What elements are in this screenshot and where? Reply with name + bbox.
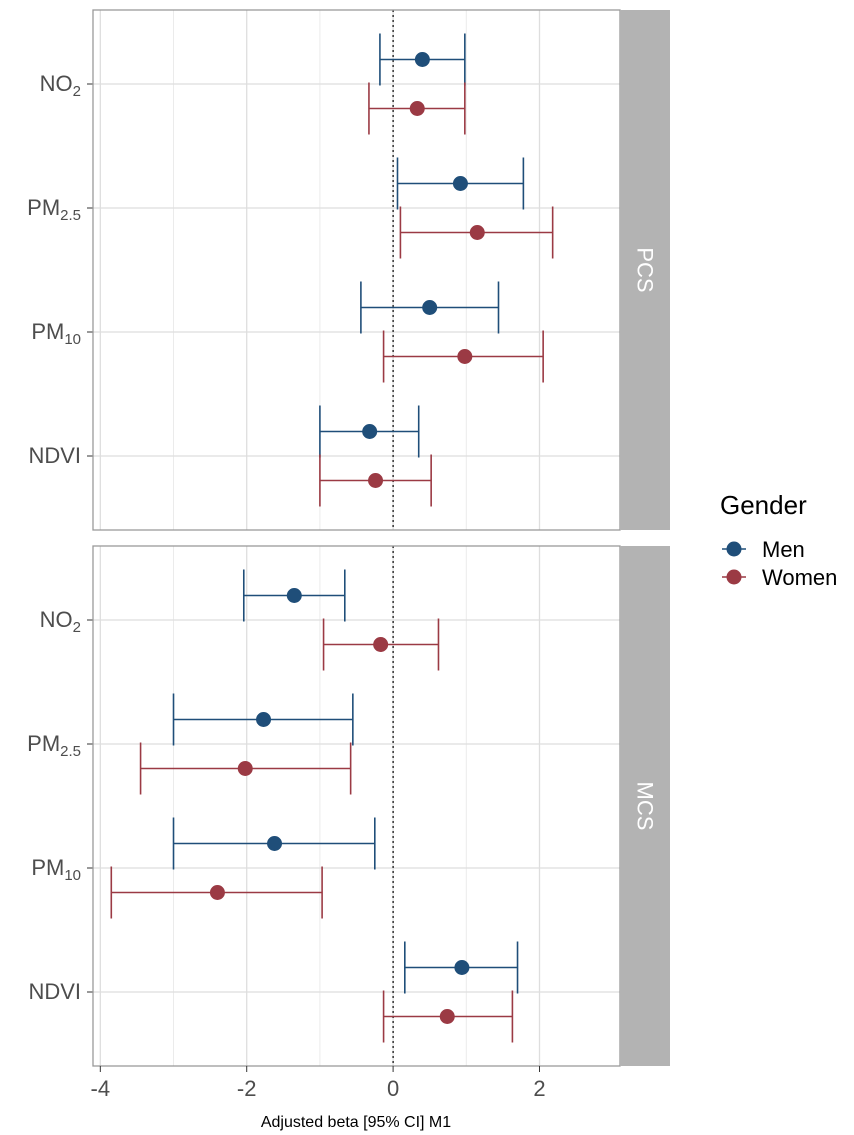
panel-background [93, 10, 620, 530]
panel-mcs: NO2 PM2.5 PM10 NDVI MCS [27, 545, 670, 1067]
point-estimate [362, 424, 378, 439]
point-estimate [414, 52, 430, 67]
point-estimate [439, 1009, 455, 1024]
point-estimate [457, 349, 473, 364]
estimate-men [379, 33, 466, 86]
strip-background [620, 10, 670, 530]
strip-label: PCS [633, 247, 658, 292]
y-tick-label: NDVI [28, 979, 81, 1004]
legend-label: Men [762, 537, 805, 562]
estimate-women [382, 990, 514, 1043]
estimate-men [319, 405, 420, 458]
estimate-women [319, 454, 432, 507]
estimate-men [242, 569, 346, 622]
point-estimate [409, 101, 425, 116]
estimate-men [396, 157, 525, 210]
point-estimate [373, 637, 389, 652]
point-estimate [454, 960, 470, 975]
legend-key-point [726, 541, 742, 557]
point-estimate [368, 473, 384, 488]
y-tick-label: NO2 [40, 607, 81, 636]
y-tick-label: PM2.5 [27, 195, 81, 224]
strip-label: MCS [633, 782, 658, 831]
legend-key-point [726, 569, 742, 585]
y-tick-label: NDVI [28, 443, 81, 468]
point-estimate [209, 885, 225, 900]
point-estimate [452, 176, 468, 191]
estimate-women [368, 82, 466, 135]
estimate-women [139, 742, 352, 795]
legend-item-men: Men [722, 537, 805, 562]
legend-item-women: Women [722, 565, 837, 590]
y-tick-label: PM2.5 [27, 731, 81, 760]
legend-title: Gender [720, 490, 807, 520]
estimate-men [360, 281, 500, 334]
y-tick-label: PM10 [31, 855, 81, 884]
point-estimate [286, 588, 302, 603]
point-estimate [267, 836, 283, 851]
x-tick-label: -2 [237, 1076, 257, 1101]
point-estimate [237, 761, 253, 776]
estimate-men [404, 941, 519, 994]
estimate-men [172, 817, 376, 870]
strip-background [620, 546, 670, 1066]
panel-pcs: NO2 PM2.5 PM10 NDVI PCS [27, 9, 670, 531]
estimate-women [382, 330, 544, 383]
point-estimate [256, 712, 272, 727]
estimate-women [399, 206, 554, 259]
x-tick-label: 2 [533, 1076, 545, 1101]
legend-label: Women [762, 565, 837, 590]
y-tick-label: PM10 [31, 319, 81, 348]
y-tick-label: NO2 [40, 71, 81, 100]
point-estimate [469, 225, 485, 240]
point-estimate [422, 300, 438, 315]
x-tick-label: -4 [91, 1076, 111, 1101]
estimate-men [172, 693, 354, 746]
x-tick-label: 0 [387, 1076, 399, 1101]
estimate-women [322, 618, 440, 671]
x-axis-title: Adjusted beta [95% CI] M1 [261, 1114, 451, 1131]
panel-background [93, 546, 620, 1066]
estimate-women [110, 866, 323, 919]
